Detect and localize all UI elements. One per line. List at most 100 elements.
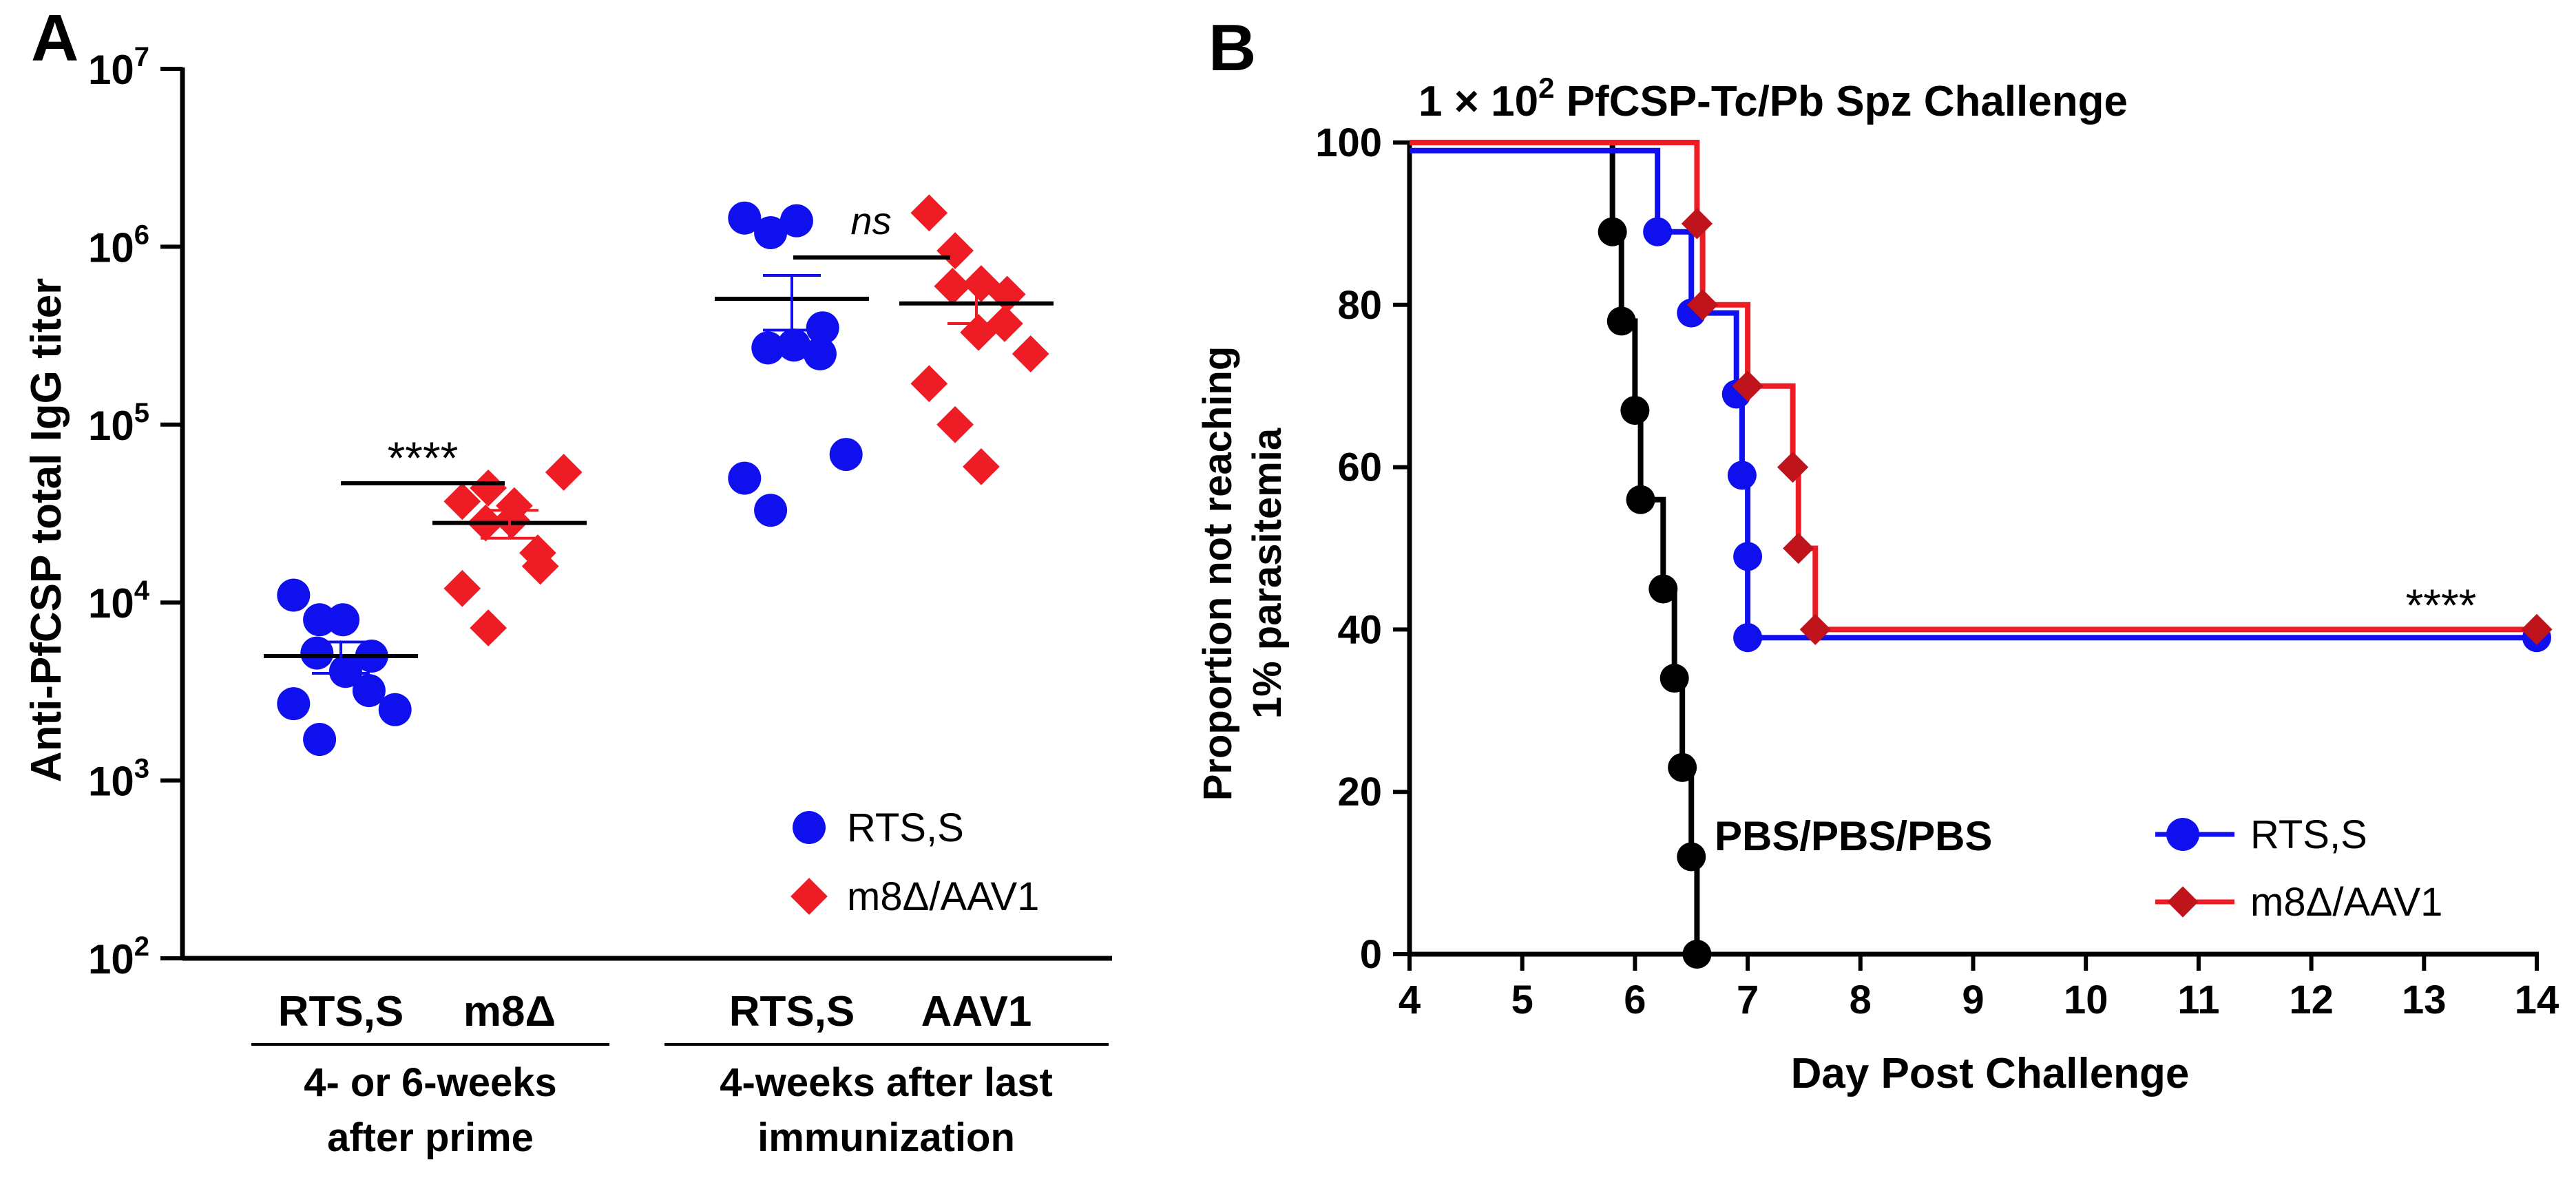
panel-b-ytick-label-80: 80 <box>1337 283 1382 328</box>
panel-a-point-g1-7 <box>545 454 583 491</box>
panel-a-ytick-label-6: 106 <box>88 220 149 271</box>
panel-a-ytick-label-5: 105 <box>88 398 149 449</box>
panel-b-point-pbs-pbs-pbs-3 <box>1620 396 1650 425</box>
panel-a-point-g2-1 <box>754 215 788 249</box>
panel-a-point-g1-9 <box>470 609 507 646</box>
panel-b-chart: 1 × 102 PfCSP-Tc/Pb Spz Challenge Propor… <box>1195 72 2559 1097</box>
panel-a-legend-m8-label: m8Δ/AAV1 <box>847 874 1039 919</box>
panel-a-ytick-base: 10 <box>88 936 134 982</box>
panel-a-ytick-label-7: 107 <box>88 42 149 93</box>
panel-a-point-g0-4 <box>300 636 334 670</box>
panel-b-xtick-label-9: 9 <box>1962 978 1984 1022</box>
panel-a-point-g2-3 <box>806 311 839 345</box>
panel-a-group-1-line2: after prime <box>327 1115 534 1160</box>
panel-a-ytick-exponent: 5 <box>134 398 149 428</box>
panel-b-point-rts-s-4 <box>1727 461 1757 490</box>
panel-a-point-g3-8 <box>910 365 948 403</box>
panel-a-group-2-line2: immunization <box>757 1115 1015 1160</box>
panel-b-legend-m8-marker <box>2167 886 2199 918</box>
panel-b-line-m8-aav1 <box>1410 140 2537 633</box>
panel-b-title-sup: 2 <box>1538 72 1554 104</box>
panel-a-ytick-base: 10 <box>88 47 134 93</box>
panel-b-ytick-label-20: 20 <box>1337 770 1382 814</box>
panel-a-point-g1-8 <box>443 569 481 607</box>
panel-a-ytick-base: 10 <box>88 759 134 805</box>
panel-a-chart: Anti-PfCSP total IgG titer 1021031041051… <box>23 42 1112 1160</box>
panel-a-sig-right: ns <box>850 199 891 242</box>
panel-b-xtick-label-7: 7 <box>1737 978 1759 1022</box>
panel-b-line-pbs-pbs-pbs <box>1410 140 1700 954</box>
panel-b-xtick-label-14: 14 <box>2515 978 2559 1022</box>
panel-b-xtick-label-11: 11 <box>2177 978 2219 1022</box>
panel-b-x-axis-title: Day Post Challenge <box>1791 1050 2190 1097</box>
panel-b-ytick-label-0: 0 <box>1360 932 1382 977</box>
panel-a-point-g0-2 <box>328 655 362 688</box>
panel-a-mean-bars <box>264 274 1054 675</box>
panel-b-xtick-label-12: 12 <box>2289 978 2334 1022</box>
panel-b-series <box>1410 140 2553 969</box>
panel-b-xtick-label-5: 5 <box>1511 978 1533 1022</box>
panel-a-ytick-base: 10 <box>88 403 134 449</box>
panel-a-point-g3-9 <box>936 405 974 443</box>
panel-b-legend-rtss-label: RTS,S <box>2250 812 2367 857</box>
panel-label-a: A <box>31 1 78 75</box>
panel-b-xtick-label-10: 10 <box>2064 978 2108 1022</box>
panel-a-point-g2-5 <box>777 328 811 362</box>
panel-a-point-g0-5 <box>326 603 360 637</box>
panel-a-xlabel-rtss-2: RTS,S <box>729 988 855 1035</box>
panel-b-point-rts-s-1 <box>1643 217 1673 246</box>
panel-b-ytick-label-100: 100 <box>1315 120 1382 165</box>
panel-a-legend: RTS,S m8Δ/AAV1 <box>790 805 1039 919</box>
panel-a-group-1-line1: 4- or 6-weeks <box>304 1060 557 1105</box>
panel-b-ytick-label-60: 60 <box>1337 445 1382 490</box>
panel-a-point-g2-2 <box>779 204 813 238</box>
panel-a-ytick-base: 10 <box>88 224 134 271</box>
panel-b-point-pbs-pbs-pbs-1 <box>1598 217 1627 246</box>
panel-b-legend-rtss-marker <box>2166 818 2199 851</box>
panel-b-point-pbs-pbs-pbs-4 <box>1626 485 1655 514</box>
panel-b-point-m8-aav1-3 <box>1732 370 1763 402</box>
panel-a-point-g0-6 <box>352 674 386 708</box>
panel-b-point-pbs-pbs-pbs-8 <box>1677 842 1706 872</box>
panel-a-xlabel-aav1: AAV1 <box>921 988 1032 1035</box>
panel-b-point-pbs-pbs-pbs-2 <box>1606 306 1636 336</box>
panel-b-point-pbs-pbs-pbs-7 <box>1668 752 1697 782</box>
panel-a-point-g2-4 <box>751 331 785 365</box>
panel-b-point-rts-s-5 <box>1733 542 1763 571</box>
panel-a-point-g0-0 <box>277 578 311 612</box>
panel-a-point-g0-1 <box>303 603 337 637</box>
panel-a-point-g2-8 <box>728 461 762 495</box>
panel-b-point-m8-aav1-4 <box>1777 451 1809 483</box>
panel-b-ticks: 4 5 6 7 8 9 10 11 12 13 14 0 20 40 60 80 100 <box>1315 120 2559 1022</box>
panel-a-ytick-label-4: 104 <box>88 576 150 626</box>
panel-b-pbs-label: PBS/PBS/PBS <box>1715 813 1992 859</box>
panel-a-point-g0-7 <box>378 693 412 726</box>
panel-b-legend: RTS,S m8Δ/AAV1 <box>2155 812 2442 925</box>
panel-a-ytick-label-2: 102 <box>88 931 149 982</box>
panel-a-axes <box>180 67 1112 961</box>
panel-a-xlabel-m8: m8Δ <box>463 988 556 1035</box>
panel-b-point-pbs-pbs-pbs-9 <box>1682 940 1712 969</box>
panel-b-xtick-label-4: 4 <box>1399 978 1421 1022</box>
panel-b-point-m8-aav1-7 <box>2521 613 2553 646</box>
panel-b-xtick-label-13: 13 <box>2402 978 2447 1022</box>
panel-a-group-2-line1: 4-weeks after last <box>720 1060 1053 1105</box>
panel-b-y-axis-title-line1: Proportion not reaching <box>1195 346 1240 801</box>
panel-b-sig: **** <box>2406 580 2477 631</box>
panel-b-title: 1 × 102 PfCSP-Tc/Pb Spz Challenge <box>1418 72 2128 125</box>
panel-label-b: B <box>1208 11 1256 85</box>
panel-b-legend-m8-label: m8Δ/AAV1 <box>2250 880 2442 925</box>
panel-a-point-g3-7 <box>1012 335 1049 372</box>
panel-a-y-axis-title: Anti-PfCSP total IgG titer <box>23 278 70 783</box>
panel-b-ytick-label-40: 40 <box>1337 607 1382 652</box>
panel-b-point-pbs-pbs-pbs-5 <box>1648 574 1678 604</box>
panel-b-point-rts-s-6 <box>1733 623 1763 653</box>
panel-a-point-g3-0 <box>910 194 948 232</box>
panel-b-point-pbs-pbs-pbs-6 <box>1659 664 1689 693</box>
panel-a-legend-m8-marker <box>790 878 828 915</box>
panel-a-point-g3-10 <box>963 448 1000 485</box>
panel-b-point-m8-aav1-6 <box>1799 613 1831 646</box>
panel-b-xtick-label-8: 8 <box>1850 978 1872 1022</box>
